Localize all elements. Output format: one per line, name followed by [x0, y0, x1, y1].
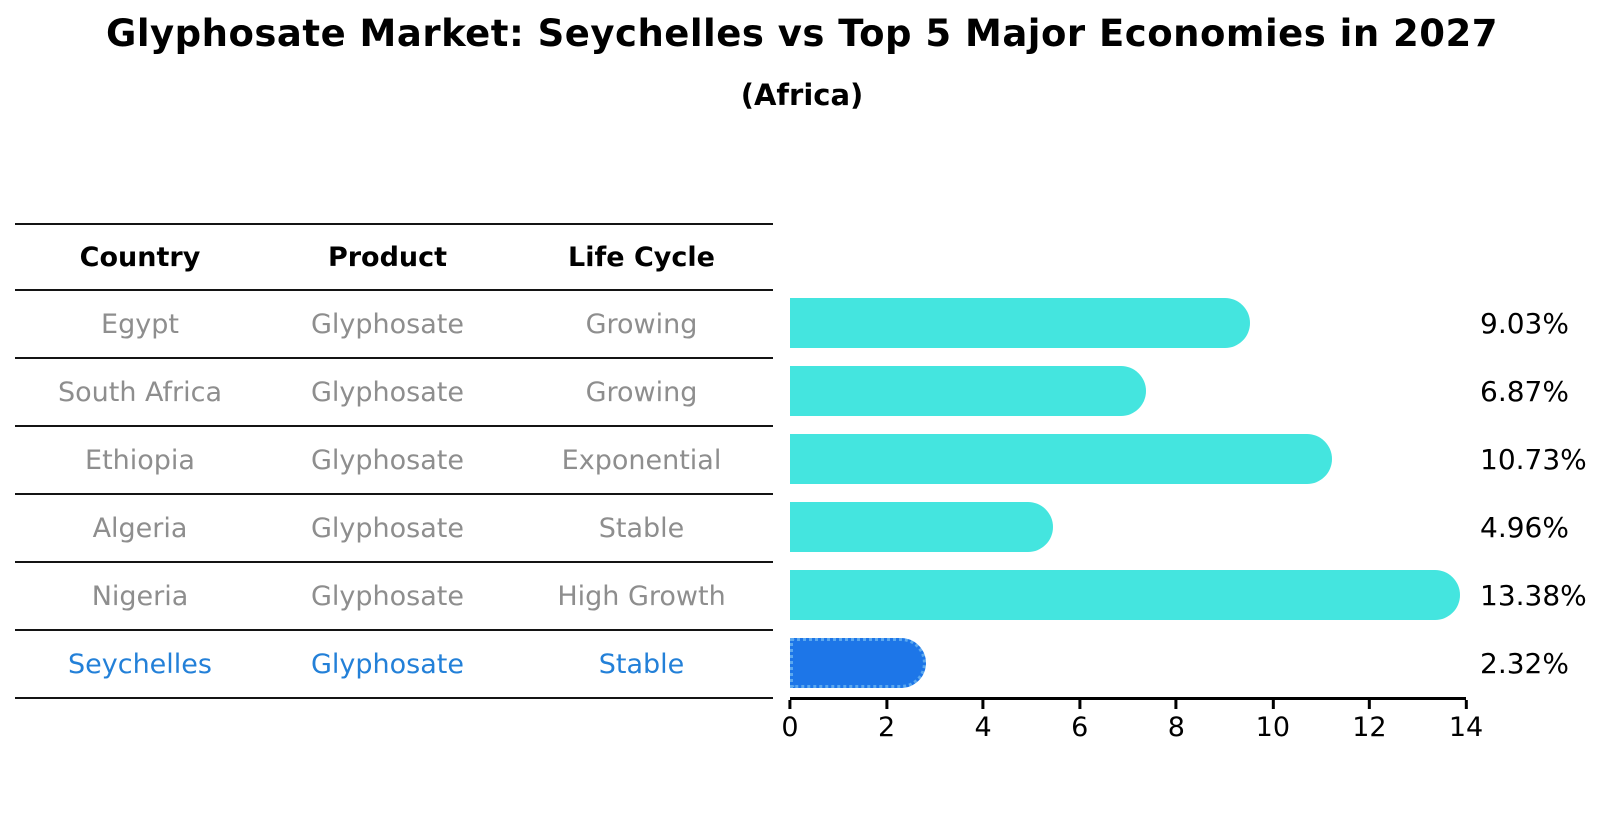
cell-country: Seychelles — [68, 648, 212, 680]
x-tick: 14 — [1449, 700, 1483, 743]
table-row: Ethiopia Glyphosate Exponential — [15, 425, 773, 493]
cell-life-cycle: Growing — [585, 376, 698, 408]
cell-life-cycle: Stable — [598, 512, 685, 544]
bar-row: 13.38% — [790, 561, 1587, 629]
cell-country: Algeria — [92, 512, 188, 544]
x-tick-label: 8 — [1167, 712, 1185, 743]
tick-mark — [981, 700, 985, 709]
table-row: Algeria Glyphosate Stable — [15, 493, 773, 561]
cell-country: Nigeria — [91, 580, 189, 612]
cell-product: Glyphosate — [311, 580, 464, 612]
value-label: 13.38% — [1480, 578, 1587, 612]
x-tick: 10 — [1256, 700, 1290, 743]
tick-mark — [885, 700, 889, 709]
x-tick-label: 6 — [1071, 712, 1089, 743]
x-axis: 0 2 4 6 8 10 1 — [781, 697, 1483, 743]
table-row: Egypt Glyphosate Growing — [15, 289, 773, 357]
value-label: 10.73% — [1480, 442, 1587, 476]
value-label: 4.96% — [1480, 510, 1569, 544]
x-tick-label: 4 — [974, 712, 992, 743]
column-header-life-cycle: Life Cycle — [568, 241, 715, 273]
tick-mark — [1464, 700, 1468, 709]
tick-mark — [1367, 700, 1371, 709]
table-row: Nigeria Glyphosate High Growth — [15, 561, 773, 629]
cell-country: Egypt — [101, 308, 179, 340]
chart-title: Glyphosate Market: Seychelles vs Top 5 M… — [105, 12, 1499, 55]
table-header-row: Country Product Life Cycle — [15, 223, 773, 289]
tick-mark — [1174, 700, 1178, 709]
bar-chart: 9.03% 6.87% 10.73% 4.96% 13.38% 2.32% 0 — [781, 289, 1587, 743]
column-header-product: Product — [327, 241, 448, 273]
x-tick: 12 — [1352, 700, 1387, 743]
cell-life-cycle: Exponential — [561, 444, 722, 476]
x-tick: 2 — [878, 700, 895, 743]
cell-country: Ethiopia — [85, 444, 195, 476]
x-tick: 8 — [1168, 700, 1185, 743]
cell-product: Glyphosate — [311, 648, 464, 680]
tick-mark — [1078, 700, 1082, 709]
tick-mark — [788, 700, 792, 709]
table-row: Seychelles Glyphosate Stable — [15, 629, 773, 697]
column-header-country: Country — [79, 241, 201, 273]
cell-product: Glyphosate — [311, 512, 464, 544]
value-label: 2.32% — [1480, 646, 1569, 680]
cell-life-cycle: High Growth — [557, 580, 726, 612]
bar-row: 9.03% — [790, 289, 1569, 357]
x-tick-label: 0 — [781, 712, 799, 743]
table-row: South Africa Glyphosate Growing — [15, 357, 773, 425]
cell-life-cycle: Growing — [585, 308, 698, 340]
bar — [790, 570, 1460, 620]
chart-subtitle: (Africa) — [740, 78, 864, 112]
bar — [790, 298, 1250, 348]
x-tick-label: 10 — [1255, 712, 1291, 743]
x-tick: 0 — [781, 700, 799, 743]
bar — [790, 638, 926, 688]
value-label: 9.03% — [1480, 306, 1569, 340]
cell-product: Glyphosate — [311, 308, 464, 340]
cell-product: Glyphosate — [311, 444, 464, 476]
bar — [790, 502, 1053, 552]
bar-row: 10.73% — [790, 425, 1587, 493]
bar-row: 2.32% — [790, 629, 1569, 697]
bar-row: 6.87% — [790, 357, 1569, 425]
x-tick: 4 — [975, 700, 992, 743]
data-table: Country Product Life Cycle Egypt Glyphos… — [15, 223, 773, 699]
tick-mark — [1271, 700, 1275, 709]
bar-row: 4.96% — [790, 493, 1569, 561]
cell-product: Glyphosate — [311, 376, 464, 408]
bar — [790, 366, 1146, 416]
x-tick-label: 12 — [1352, 712, 1387, 743]
bar — [790, 434, 1332, 484]
cell-country: South Africa — [57, 376, 223, 408]
cell-life-cycle: Stable — [598, 648, 685, 680]
x-tick-label: 14 — [1448, 712, 1484, 743]
x-tick-label: 2 — [877, 712, 896, 743]
value-label: 6.87% — [1480, 374, 1569, 408]
x-tick: 6 — [1071, 700, 1088, 743]
